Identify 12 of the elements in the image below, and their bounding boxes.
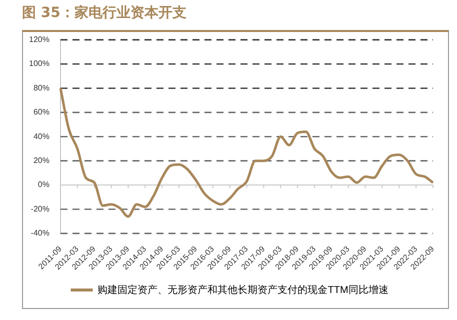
y-tick-label: 0% [38, 180, 50, 190]
legend-label: 购建固定资产、无形资产和其他长期资产支付的现金TTM同比增速 [98, 284, 388, 296]
y-tick-label: 100% [28, 59, 50, 68]
line-series [59, 86, 434, 218]
chart-title: 图 35：家电行业资本开支 [22, 4, 186, 22]
y-tick-label: -20% [30, 204, 50, 214]
y-tick-label: 20% [33, 156, 50, 166]
y-tick-label: 60% [33, 108, 50, 117]
y-tick-label: 40% [33, 132, 50, 141]
y-tick-label: 80% [33, 83, 50, 92]
y-tick-label: -40% [30, 228, 50, 238]
y-tick-label: 120% [28, 35, 50, 44]
